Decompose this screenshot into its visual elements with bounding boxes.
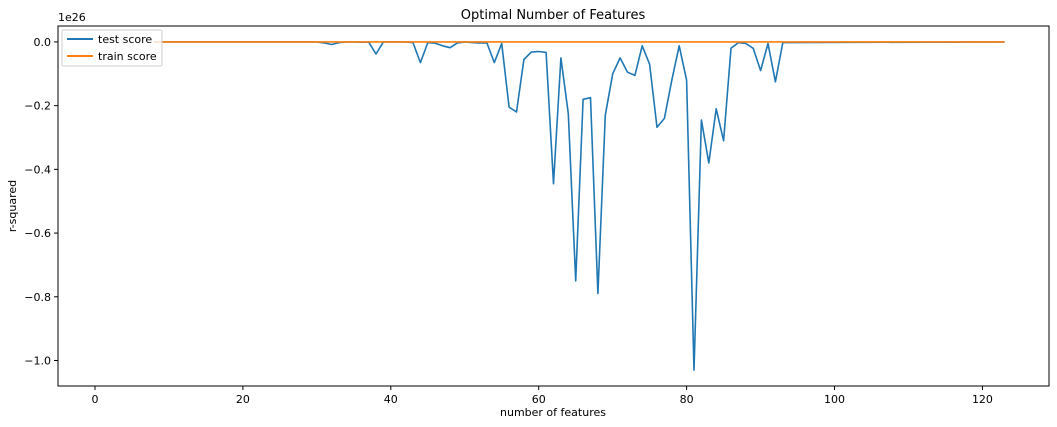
x-axis-label: number of features <box>500 406 606 419</box>
plot-area <box>58 26 1049 386</box>
x-tick-label: 20 <box>236 393 250 406</box>
x-axis-ticks: 0 20 40 60 80 100 120 <box>91 386 993 406</box>
series-layer <box>154 41 1005 371</box>
x-tick-label: 40 <box>384 393 398 406</box>
legend-test-score-label: test score <box>98 33 152 46</box>
y-tick-label: −0.2 <box>24 100 51 113</box>
x-tick-label: 60 <box>532 393 546 406</box>
y-tick-label: −1.0 <box>24 355 51 368</box>
y-tick-label: −0.8 <box>24 291 51 304</box>
x-tick-label: 0 <box>91 393 98 406</box>
y-tick-label: −0.6 <box>24 227 51 240</box>
x-tick-label: 80 <box>680 393 694 406</box>
y-axis-ticks: 0.0 −0.2 −0.4 −0.6 −0.8 −1.0 <box>24 36 58 368</box>
legend: test score train score <box>61 29 163 67</box>
y-tick-label: 0.0 <box>34 36 52 49</box>
y-tick-label: −0.4 <box>24 163 51 176</box>
x-tick-label: 120 <box>972 393 993 406</box>
x-tick-label: 100 <box>824 393 845 406</box>
chart-title: Optimal Number of Features <box>461 8 646 23</box>
y-offset-text: 1e26 <box>58 11 86 24</box>
legend-train-score-label: train score <box>98 50 157 63</box>
plot-frame <box>57 25 1050 387</box>
y-axis-label: r-squared <box>6 180 19 232</box>
